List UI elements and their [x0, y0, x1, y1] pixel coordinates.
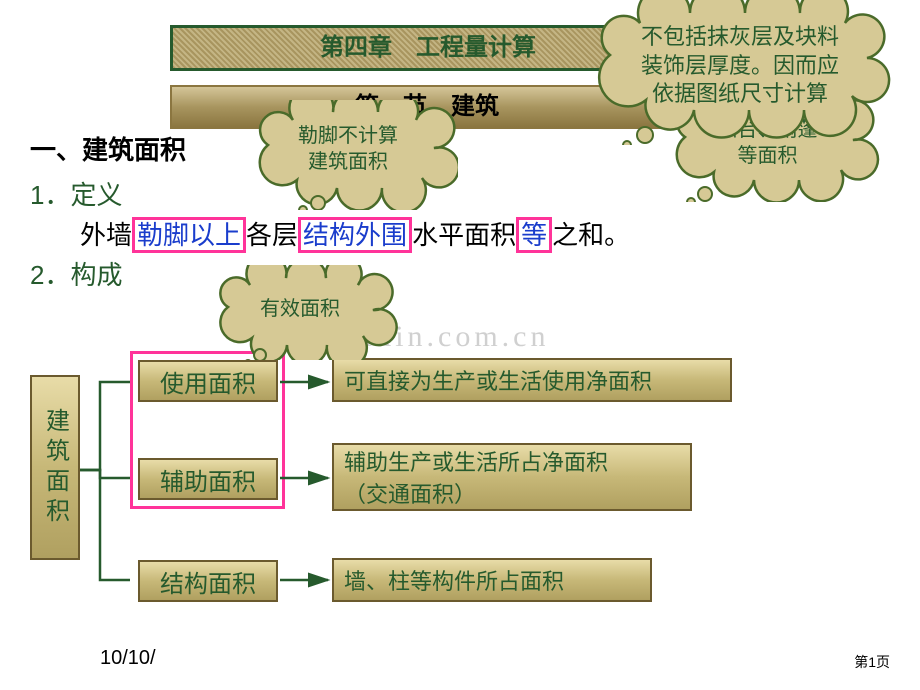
box-r3: 墙、柱等构件所占面积 [332, 558, 652, 602]
def-post: 之和。 [552, 220, 630, 250]
cloud-le-jiao: 勒脚不计算 建筑面积 [238, 100, 458, 210]
def-p1: 勒脚以上 [132, 217, 246, 253]
def-p2: 结构外围 [298, 217, 412, 253]
definition-line: 外墙勒脚以上各层结构外围水平面积等之和。 [80, 215, 630, 252]
box-struct-area: 结构面积 [138, 560, 278, 602]
box-r1: 可直接为生产或生活使用净面积 [332, 358, 732, 402]
sub-2: 2．构成 [30, 255, 122, 292]
cloud-layer-note: 不包括抹灰层及块料 装饰层厚度。因而应 依据图纸尺寸计算 [575, 0, 905, 145]
def-mid1: 各层 [246, 220, 298, 250]
def-pre: 外墙 [80, 220, 132, 250]
footer-date: 10/10/ [100, 647, 156, 670]
cloud-effective-area: 有效面积 [200, 265, 400, 360]
footer-page: 第1页 [854, 652, 890, 672]
vbox-building-area: 建筑面积 [30, 375, 80, 560]
pink-group-outline [130, 351, 285, 509]
def-mid2: 水平面积 [412, 220, 516, 250]
cloud3-text: 不包括抹灰层及块料 装饰层厚度。因而应 依据图纸尺寸计算 [641, 23, 839, 109]
cloud1-text: 勒脚不计算 建筑面积 [298, 123, 398, 175]
def-p3: 等 [516, 217, 552, 253]
heading-1: 一、建筑面积 [30, 130, 186, 167]
box-r2: 辅助生产或生活所占净面积 （交通面积） [332, 443, 692, 511]
cloud2-text: 有效面积 [260, 296, 340, 322]
sub-1: 1．定义 [30, 175, 122, 212]
